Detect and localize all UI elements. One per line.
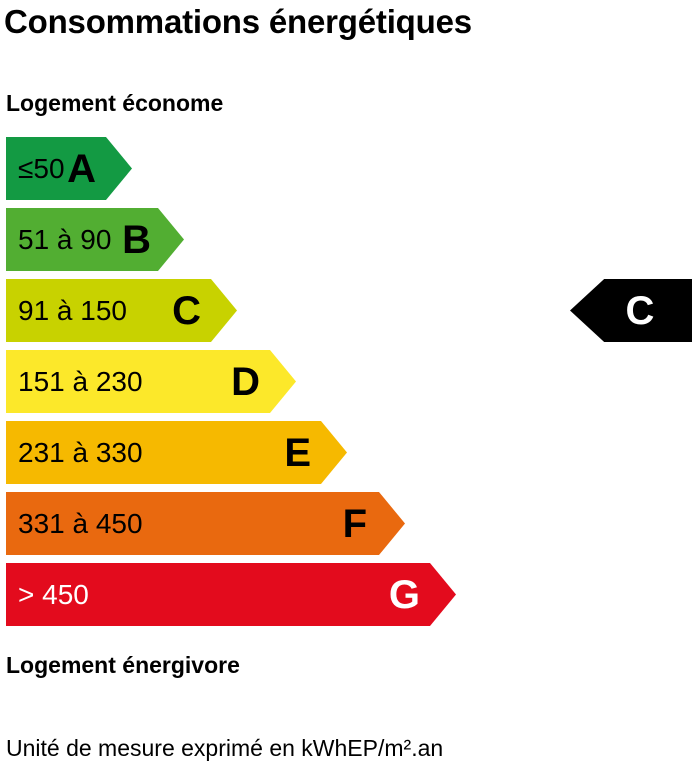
energy-class-f-bar: 331 à 450 F <box>6 492 405 555</box>
current-class-indicator: C <box>570 279 692 342</box>
energy-class-e-bar: 231 à 330 E <box>6 421 347 484</box>
energy-class-c-letter: C <box>172 288 201 333</box>
caption-economical: Logement économe <box>6 90 224 116</box>
energy-class-c-range: 91 à 150 <box>18 294 127 326</box>
energy-class-b-bar: 51 à 90 B <box>6 208 184 271</box>
energy-class-d-bar: 151 à 230 D <box>6 350 296 413</box>
unit-note: Unité de mesure exprimé en kWhEP/m².an <box>6 735 444 761</box>
energy-class-g-bar: > 450 G <box>6 563 456 626</box>
energy-class-d-letter: D <box>231 359 260 404</box>
energy-class-f-letter: F <box>342 501 367 546</box>
energy-class-g-range: > 450 <box>18 578 89 610</box>
energy-class-b-letter: B <box>122 217 151 262</box>
energy-class-b-range: 51 à 90 <box>18 223 112 255</box>
caption-energy-intensive: Logement énergivore <box>6 652 240 678</box>
current-class-letter: C <box>625 288 655 333</box>
energy-class-a-bar: ≤50 A <box>6 137 132 200</box>
energy-class-c-bar: 91 à 150 C <box>6 279 237 342</box>
page-title: Consommations énergétiques <box>4 3 472 40</box>
energy-class-f-range: 331 à 450 <box>18 507 143 539</box>
energy-class-e-range: 231 à 330 <box>18 436 143 468</box>
energy-class-a-letter: A <box>67 146 96 191</box>
energy-class-g-letter: G <box>388 572 420 617</box>
energy-class-e-letter: E <box>284 430 311 475</box>
energy-class-a-range: ≤50 <box>18 152 65 184</box>
energy-class-d-range: 151 à 230 <box>18 365 143 397</box>
